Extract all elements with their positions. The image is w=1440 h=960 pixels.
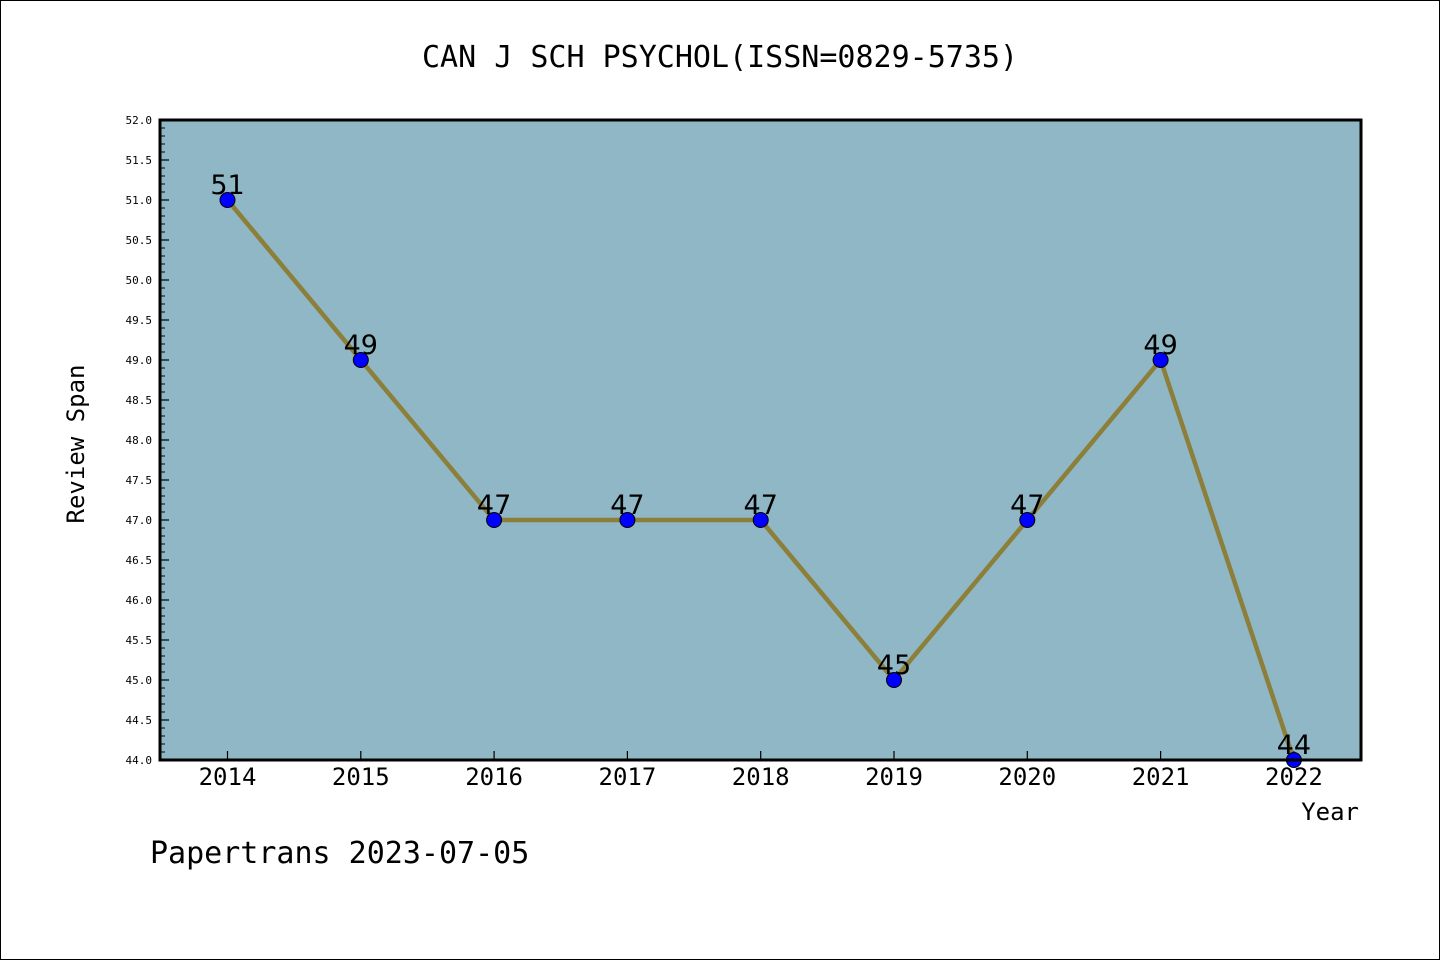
data-point — [1152, 352, 1169, 368]
y-axis: 44.0 44.5 45.0 45.5 46.0 46.5 47.0 47.5 48.0 48.5… — [126, 114, 169, 767]
data-point — [486, 512, 503, 528]
y-tick-label: 45.0 — [126, 674, 153, 687]
x-tick-label: 2020 — [998, 763, 1056, 791]
data-point — [886, 672, 902, 688]
data-label: 47 — [1010, 490, 1044, 521]
data-label: 45 — [877, 650, 911, 681]
data-label: 49 — [344, 330, 378, 361]
y-tick-label: 49.0 — [126, 354, 153, 367]
x-tick-label: 2015 — [332, 763, 390, 791]
chart-title: CAN J SCH PSYCHOL(ISSN=0829-5735) — [422, 40, 1018, 75]
y-tick-label: 44.0 — [126, 754, 153, 767]
y-axis-label: Review Span — [62, 365, 90, 524]
x-tick-label: 2016 — [465, 763, 523, 791]
x-tick-label: 2017 — [599, 763, 657, 791]
plot-area — [160, 120, 1361, 760]
data-label: 44 — [1277, 730, 1311, 761]
y-tick-label: 52.0 — [126, 114, 153, 127]
y-tick-label: 47.5 — [126, 474, 153, 487]
y-tick-label: 46.0 — [126, 594, 153, 607]
x-tick-label: 2014 — [199, 763, 257, 791]
data-label: 47 — [744, 490, 778, 521]
footer-credit: Papertrans 2023-07-05 — [150, 836, 529, 871]
x-tick-label: 2021 — [1132, 763, 1190, 791]
data-label: 47 — [477, 490, 511, 521]
y-tick-label: 50.0 — [126, 274, 153, 287]
y-tick-label: 49.5 — [126, 314, 153, 327]
x-axis-label: Year — [1301, 798, 1359, 826]
data-point — [752, 512, 769, 528]
y-tick-label: 50.5 — [126, 234, 153, 247]
x-tick-label: 2019 — [865, 763, 923, 791]
y-tick-label: 51.5 — [126, 154, 153, 167]
data-point — [1019, 512, 1036, 528]
plot-border — [158, 118, 1363, 762]
data-label: 47 — [610, 490, 644, 521]
y-tick-label: 47.0 — [126, 514, 153, 527]
y-tick-label: 48.5 — [126, 394, 153, 407]
data-point — [219, 192, 236, 208]
y-tick-label: 45.5 — [126, 634, 153, 647]
data-label: 51 — [210, 170, 244, 201]
x-tick-label: 2018 — [732, 763, 790, 791]
y-tick-label: 46.5 — [126, 554, 153, 567]
y-tick-label: 48.0 — [126, 434, 153, 447]
y-tick-label: 44.5 — [126, 714, 153, 727]
data-point — [352, 352, 369, 368]
series-line-group: 51 49 47 47 47 45 47 49 44 — [210, 170, 1311, 768]
data-label: 49 — [1143, 330, 1177, 361]
y-tick-label: 51.0 — [126, 194, 153, 207]
data-point — [619, 512, 636, 528]
